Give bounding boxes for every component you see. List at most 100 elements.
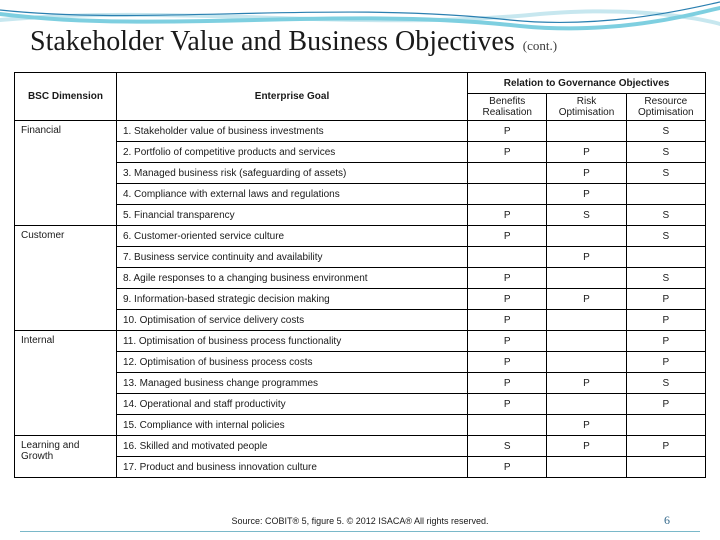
risk-cell (547, 226, 626, 247)
risk-cell: P (547, 163, 626, 184)
benefits-cell (468, 163, 547, 184)
table-row: 5. Financial transparencyPSS (15, 205, 706, 226)
risk-cell (547, 457, 626, 478)
resource-cell: P (626, 394, 705, 415)
resource-cell: S (626, 226, 705, 247)
resource-cell (626, 415, 705, 436)
goal-cell: 10. Optimisation of service delivery cos… (116, 310, 467, 331)
risk-cell: P (547, 373, 626, 394)
resource-cell: P (626, 436, 705, 457)
footer-line (20, 531, 700, 532)
risk-cell (547, 121, 626, 142)
goal-cell: 14. Operational and staff productivity (116, 394, 467, 415)
resource-cell (626, 184, 705, 205)
objectives-table-wrap: BSC Dimension Enterprise Goal Relation t… (14, 72, 706, 478)
benefits-cell: P (468, 121, 547, 142)
goal-cell: 5. Financial transparency (116, 205, 467, 226)
resource-cell: P (626, 352, 705, 373)
resource-cell: S (626, 205, 705, 226)
benefits-cell: P (468, 457, 547, 478)
table-row: 9. Information-based strategic decision … (15, 289, 706, 310)
goal-cell: 4. Compliance with external laws and reg… (116, 184, 467, 205)
goal-cell: 17. Product and business innovation cult… (116, 457, 467, 478)
resource-cell: S (626, 121, 705, 142)
risk-cell: P (547, 415, 626, 436)
benefits-cell: P (468, 373, 547, 394)
dimension-cell: Customer (15, 226, 117, 331)
table-row: 8. Agile responses to a changing busines… (15, 268, 706, 289)
th-bsc: BSC Dimension (15, 73, 117, 121)
benefits-cell: P (468, 394, 547, 415)
benefits-cell: P (468, 226, 547, 247)
table-row: 15. Compliance with internal policies P (15, 415, 706, 436)
resource-cell: S (626, 268, 705, 289)
risk-cell: P (547, 247, 626, 268)
goal-cell: 12. Optimisation of business process cos… (116, 352, 467, 373)
risk-cell: P (547, 289, 626, 310)
benefits-cell: P (468, 310, 547, 331)
table-row: Learning and Growth16. Skilled and motiv… (15, 436, 706, 457)
goal-cell: 3. Managed business risk (safeguarding o… (116, 163, 467, 184)
resource-cell: P (626, 289, 705, 310)
table-row: Financial1. Stakeholder value of busines… (15, 121, 706, 142)
risk-cell (547, 310, 626, 331)
table-row: 7. Business service continuity and avail… (15, 247, 706, 268)
th-goal: Enterprise Goal (116, 73, 467, 121)
goal-cell: 2. Portfolio of competitive products and… (116, 142, 467, 163)
table-row: 10. Optimisation of service delivery cos… (15, 310, 706, 331)
benefits-cell: P (468, 205, 547, 226)
risk-cell (547, 331, 626, 352)
table-row: 4. Compliance with external laws and reg… (15, 184, 706, 205)
table-row: 12. Optimisation of business process cos… (15, 352, 706, 373)
goal-cell: 16. Skilled and motivated people (116, 436, 467, 457)
resource-cell: P (626, 310, 705, 331)
goal-cell: 13. Managed business change programmes (116, 373, 467, 394)
th-risk: Risk Optimisation (547, 94, 626, 121)
benefits-cell (468, 184, 547, 205)
th-relation: Relation to Governance Objectives (468, 73, 706, 94)
title-cont: (cont.) (523, 38, 557, 54)
risk-cell (547, 394, 626, 415)
th-resource: Resource Optimisation (626, 94, 705, 121)
goal-cell: 1. Stakeholder value of business investm… (116, 121, 467, 142)
dimension-cell: Financial (15, 121, 117, 226)
goal-cell: 6. Customer-oriented service culture (116, 226, 467, 247)
risk-cell: P (547, 184, 626, 205)
benefits-cell: P (468, 289, 547, 310)
table-row: 13. Managed business change programmesPP… (15, 373, 706, 394)
table-row: Internal11. Optimisation of business pro… (15, 331, 706, 352)
goal-cell: 15. Compliance with internal policies (116, 415, 467, 436)
benefits-cell: P (468, 268, 547, 289)
risk-cell (547, 352, 626, 373)
table-row: 14. Operational and staff productivityPP (15, 394, 706, 415)
table-row: 17. Product and business innovation cult… (15, 457, 706, 478)
benefits-cell: P (468, 331, 547, 352)
resource-cell: S (626, 163, 705, 184)
benefits-cell (468, 415, 547, 436)
goal-cell: 7. Business service continuity and avail… (116, 247, 467, 268)
resource-cell: S (626, 142, 705, 163)
page-title: Stakeholder Value and Business Objective… (30, 26, 515, 58)
table-row: 2. Portfolio of competitive products and… (15, 142, 706, 163)
resource-cell: P (626, 331, 705, 352)
risk-cell: P (547, 142, 626, 163)
benefits-cell: S (468, 436, 547, 457)
risk-cell: S (547, 205, 626, 226)
goal-cell: 8. Agile responses to a changing busines… (116, 268, 467, 289)
resource-cell (626, 457, 705, 478)
dimension-cell: Internal (15, 331, 117, 436)
goal-cell: 11. Optimisation of business process fun… (116, 331, 467, 352)
dimension-cell: Learning and Growth (15, 436, 117, 478)
page-number: 6 (664, 513, 670, 528)
benefits-cell (468, 247, 547, 268)
table-row: Customer6. Customer-oriented service cul… (15, 226, 706, 247)
table-row: 3. Managed business risk (safeguarding o… (15, 163, 706, 184)
source-citation: Source: COBIT® 5, figure 5. © 2012 ISACA… (0, 516, 720, 526)
resource-cell: S (626, 373, 705, 394)
th-benefits: Benefits Realisation (468, 94, 547, 121)
goal-cell: 9. Information-based strategic decision … (116, 289, 467, 310)
risk-cell (547, 268, 626, 289)
objectives-table: BSC Dimension Enterprise Goal Relation t… (14, 72, 706, 478)
risk-cell: P (547, 436, 626, 457)
benefits-cell: P (468, 352, 547, 373)
